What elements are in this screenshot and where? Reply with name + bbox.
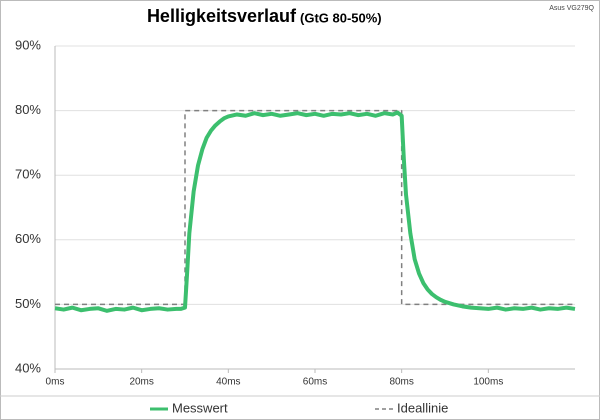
x-tick-label: 40ms <box>216 377 240 388</box>
series-line <box>54 110 576 313</box>
y-tick-label: 60% <box>15 231 41 246</box>
y-tick-label: 50% <box>15 296 41 311</box>
x-tick-label: 60ms <box>303 377 327 388</box>
chart-title: Helligkeitsverlauf <box>147 6 297 26</box>
x-tick-label: 100ms <box>473 377 503 388</box>
series-line <box>55 109 575 306</box>
legend-label: Ideallinie <box>397 400 448 415</box>
legend-label: Messwert <box>172 400 228 415</box>
y-tick-label: 70% <box>15 167 41 182</box>
y-tick-label: 40% <box>15 360 41 375</box>
x-tick-label: 0ms <box>46 377 65 388</box>
chart-subtitle: (GtG 80-50%) <box>300 10 382 25</box>
x-tick-label: 20ms <box>129 377 153 388</box>
annotation: Asus VG279Q <box>549 5 594 12</box>
y-tick-label: 80% <box>15 102 41 117</box>
x-tick-label: 80ms <box>389 377 413 388</box>
y-tick-label: 90% <box>15 37 41 52</box>
